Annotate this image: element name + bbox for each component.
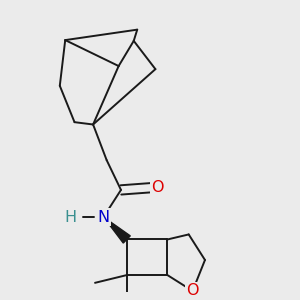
Text: N: N: [98, 209, 110, 224]
Text: O: O: [186, 284, 199, 298]
Text: O: O: [152, 180, 164, 195]
Polygon shape: [103, 217, 130, 243]
Text: H: H: [64, 209, 77, 224]
